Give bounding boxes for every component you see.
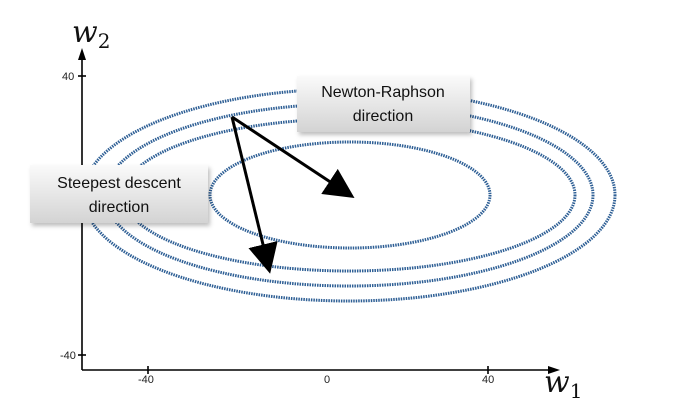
newton-raphson-box xyxy=(297,76,470,132)
y-axis-label-main: w xyxy=(72,15,98,50)
newton-raphson-label-line1: Newton-Raphson xyxy=(321,84,445,101)
y-tick-label-40: 40 xyxy=(62,71,74,83)
newton-raphson-arrow xyxy=(231,115,355,198)
y-axis-arrow xyxy=(78,48,86,60)
y-axis-label-sub: 2 xyxy=(98,29,111,53)
x-tick-label-0: 0 xyxy=(324,374,330,386)
steepest-descent-arrow xyxy=(230,116,278,274)
steepest-descent-box xyxy=(30,165,208,223)
newton-raphson-label-line2: direction xyxy=(353,108,413,125)
y-tick-label-neg40: -40 xyxy=(60,350,76,362)
x-axis-arrow xyxy=(548,366,560,374)
x-axis-label-main: w xyxy=(544,365,570,400)
steepest-descent-label-line2: direction xyxy=(89,199,149,216)
steepest-descent-label-line1: Steepest descent xyxy=(57,175,181,192)
x-axis-label-sub: 1 xyxy=(570,379,583,403)
x-axis-label: w1 xyxy=(544,365,582,403)
x-tick-label-neg40: -40 xyxy=(138,374,154,386)
steepest-descent-callout: Steepest descent direction xyxy=(30,165,208,223)
newton-raphson-callout: Newton-Raphson direction xyxy=(297,76,470,132)
y-axis-label: w2 xyxy=(72,15,110,53)
direction-arrows xyxy=(230,115,355,274)
contour-inner xyxy=(208,140,492,250)
x-tick-label-40: 40 xyxy=(482,374,494,386)
